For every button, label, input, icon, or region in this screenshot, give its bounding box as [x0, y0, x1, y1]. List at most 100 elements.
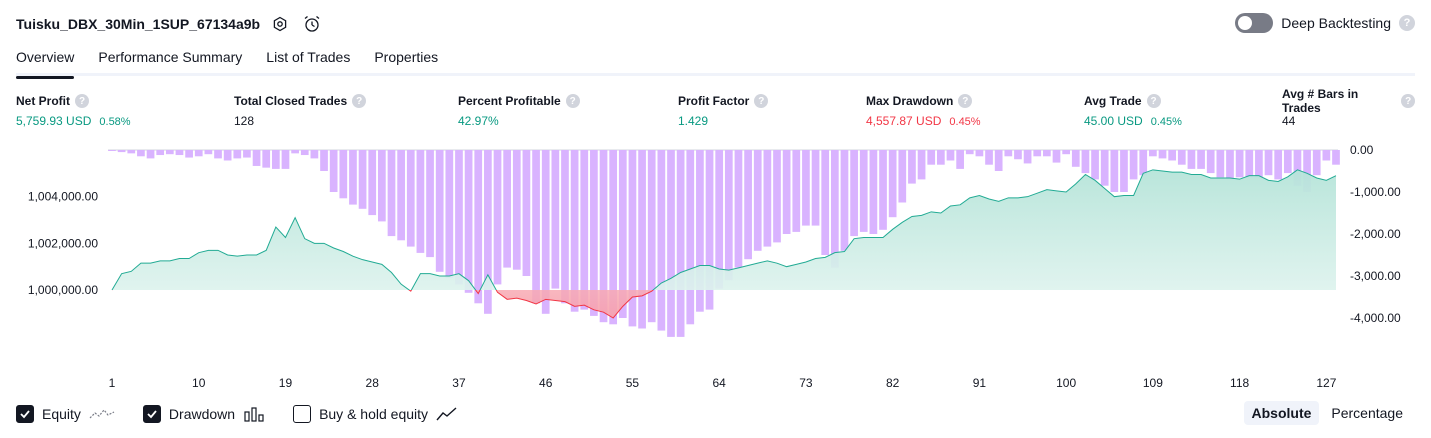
drawdown-bar	[811, 150, 820, 226]
drawdown-bar	[146, 150, 155, 159]
drawdown-bar	[1014, 150, 1022, 160]
drawdown-bar	[782, 150, 791, 234]
buy-hold-checkbox[interactable]	[293, 405, 312, 423]
drawdown-bar	[117, 150, 126, 153]
drawdown-bar	[830, 150, 839, 268]
left-tick-label: 1,002,000.00	[28, 236, 98, 250]
chart-legend: Equity Drawdown Buy & hold equity	[16, 404, 486, 424]
x-tick-label: 1	[109, 376, 116, 390]
drawdown-bar	[965, 150, 974, 155]
legend-buy-hold[interactable]: Buy & hold equity	[293, 405, 458, 423]
drawdown-bar	[802, 150, 810, 226]
metric-value: 128	[234, 114, 255, 128]
alarm-clock-icon[interactable]	[300, 12, 324, 36]
metric-label: Avg Trade	[1084, 94, 1142, 108]
drawdown-bar	[869, 150, 878, 234]
drawdown-bar	[551, 150, 560, 289]
x-tick-label: 55	[626, 376, 640, 390]
metric-avg-bars-in-trades: Avg # Bars in Trades? 44	[1282, 87, 1415, 128]
drawdown-checkbox[interactable]	[142, 405, 161, 423]
legend-label: Buy & hold equity	[319, 406, 429, 422]
drawdown-bar	[1303, 150, 1311, 192]
legend-drawdown[interactable]: Drawdown	[142, 405, 265, 423]
drawdown-bar	[1023, 150, 1032, 164]
drawdown-bar	[329, 150, 338, 192]
drawdown-bar	[667, 150, 675, 337]
right-tick-label: -1,000.00	[1350, 185, 1401, 199]
tab-properties[interactable]: Properties	[374, 49, 439, 65]
drawdown-bar	[1255, 150, 1263, 178]
drawdown-bar	[1235, 150, 1244, 178]
drawdown-bar	[358, 150, 367, 209]
drawdown-bar	[204, 150, 213, 155]
mode-absolute[interactable]: Absolute	[1243, 401, 1320, 425]
drawdown-bar	[724, 150, 733, 281]
metric-value: 1.429	[678, 114, 709, 128]
metric-percent-profitable: Percent Profitable? 42.97%	[458, 92, 580, 128]
tab-overview[interactable]: Overview	[16, 44, 75, 79]
tab-performance-summary[interactable]: Performance Summary	[98, 49, 243, 65]
metric-label: Avg # Bars in Trades	[1282, 87, 1359, 115]
info-icon[interactable]: ?	[1401, 94, 1415, 108]
drawdown-bar	[599, 150, 608, 323]
x-tick-label: 28	[366, 376, 380, 390]
x-tick-label: 73	[799, 376, 813, 390]
drawdown-bar	[580, 150, 589, 310]
drawdown-bar	[850, 150, 858, 237]
drawdown-bar	[397, 150, 405, 241]
drawdown-bar	[753, 150, 762, 251]
drawdown-bar	[956, 150, 964, 169]
deep-backtesting: Deep Backtesting ?	[1235, 13, 1415, 33]
tab-list-of-trades[interactable]: List of Trades	[266, 49, 351, 65]
drawdown-bar	[561, 150, 569, 304]
drawdown-bar	[1071, 150, 1080, 167]
settings-icon[interactable]	[268, 12, 292, 36]
drawdown-bar	[1158, 150, 1167, 159]
info-icon[interactable]: ?	[1146, 94, 1161, 108]
metrics-row: Net Profit? 5,759.93 USD 0.58% Total Clos…	[16, 87, 1415, 132]
drawdown-bar	[917, 150, 926, 180]
x-tick-label: 100	[1056, 376, 1076, 390]
drawdown-bar	[657, 150, 666, 331]
drawdown-bar	[368, 150, 377, 216]
info-icon[interactable]: ?	[754, 94, 769, 108]
metric-value: 44	[1282, 114, 1296, 128]
drawdown-bar	[1322, 150, 1331, 161]
drawdown-bar	[1052, 150, 1061, 163]
drawdown-bar	[320, 150, 328, 171]
metric-profit-factor: Profit Factor? 1.429	[678, 92, 769, 128]
drawdown-bar	[291, 150, 299, 154]
drawdown-bar	[262, 150, 271, 168]
buy-hold-line-icon	[436, 407, 457, 421]
equity-checkbox[interactable]	[16, 405, 34, 423]
metric-max-drawdown: Max Drawdown? 4,557.87 USD 0.45%	[866, 92, 981, 128]
info-icon[interactable]: ?	[958, 94, 973, 108]
info-icon[interactable]: ?	[75, 94, 89, 108]
strategy-name: Tuisku_DBX_30Min_1SUP_67134a9b	[16, 16, 261, 32]
help-icon[interactable]: ?	[1399, 15, 1415, 31]
deep-backtesting-toggle[interactable]	[1235, 13, 1274, 33]
info-icon[interactable]: ?	[565, 94, 580, 108]
drawdown-bar	[541, 150, 550, 314]
drawdown-bar	[300, 150, 309, 156]
drawdown-bar	[898, 150, 907, 203]
drawdown-bar	[821, 150, 830, 255]
drawdown-bar	[1100, 150, 1109, 186]
drawdown-bar	[715, 150, 724, 289]
drawdown-bar	[618, 150, 627, 318]
drawdown-bar	[676, 150, 685, 337]
drawdown-bar	[108, 150, 116, 151]
info-icon[interactable]: ?	[352, 94, 367, 108]
drawdown-bar	[1062, 150, 1070, 155]
left-axis: 1,000,000.00 1,002,000.00 1,004,000.00	[28, 190, 98, 297]
drawdown-bar	[1245, 150, 1254, 178]
drawdown-bar	[994, 150, 1003, 171]
legend-equity[interactable]: Equity	[16, 405, 115, 423]
mode-percentage[interactable]: Percentage	[1331, 405, 1403, 421]
metric-label: Profit Factor	[678, 94, 750, 108]
drawdown-bar	[859, 150, 868, 232]
drawdown-bar	[435, 150, 444, 272]
x-tick-label: 109	[1143, 376, 1163, 390]
drawdown-bar	[1120, 150, 1128, 192]
drawdown-bar	[281, 150, 290, 169]
